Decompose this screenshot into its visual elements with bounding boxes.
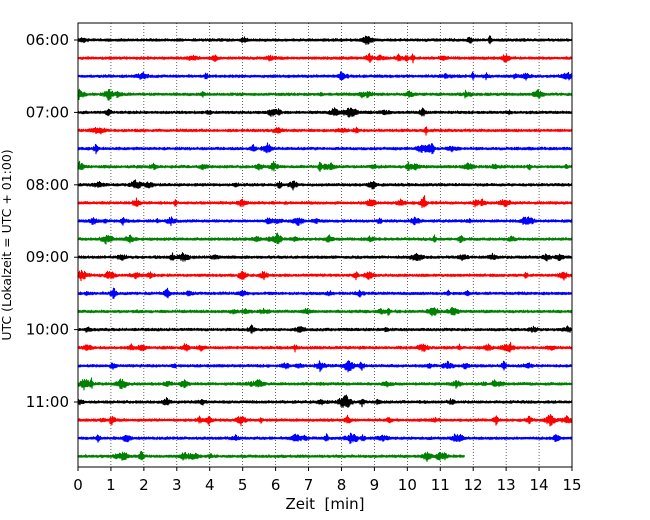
trace-1015 — [77, 341, 573, 353]
x-tick-label: 2 — [139, 476, 149, 494]
x-tick-label: 10 — [398, 476, 417, 494]
trace-0630 — [77, 71, 573, 81]
y-tick-label: 06:00 — [26, 31, 69, 49]
y-axis-ticks: 06:00 07:00 08:00 09:00 10:00 11:00 — [26, 31, 78, 411]
trace-0745 — [77, 160, 573, 173]
trace-1130 — [77, 432, 573, 445]
trace-1000 — [77, 324, 573, 334]
trace-0930 — [77, 287, 573, 299]
seismogram-traces — [77, 35, 573, 463]
y-tick-label: 08:00 — [26, 176, 69, 194]
x-tick-label: 1 — [106, 476, 116, 494]
x-tick-label: 6 — [271, 476, 281, 494]
plot-frame — [77, 22, 573, 468]
trace-0945 — [77, 307, 573, 317]
x-tick-label: 7 — [304, 476, 314, 494]
trace-1100 — [77, 394, 573, 408]
trace-1145 — [77, 450, 466, 463]
x-tick-label: 4 — [205, 476, 215, 494]
trace-0900 — [77, 252, 573, 262]
x-tick-label: 15 — [562, 476, 581, 494]
trace-0845 — [77, 232, 573, 245]
y-tick-label: 10:00 — [26, 321, 69, 339]
x-axis-title: Zeit [min] — [285, 495, 364, 513]
x-tick-label: 13 — [497, 476, 516, 494]
trace-1030 — [77, 360, 573, 373]
trace-0730 — [77, 142, 573, 155]
trace-0815 — [77, 195, 573, 209]
trace-0915 — [77, 269, 573, 282]
y-tick-label: 11:00 — [26, 393, 69, 411]
trace-0600 — [77, 35, 573, 45]
x-tick-label: 9 — [370, 476, 380, 494]
trace-1045 — [77, 377, 573, 391]
x-tick-label: 0 — [73, 476, 83, 494]
trace-0715 — [77, 126, 573, 136]
x-tick-label: 12 — [464, 476, 483, 494]
y-tick-label: 07:00 — [26, 103, 69, 121]
x-tick-label: 11 — [431, 476, 450, 494]
trace-0830 — [77, 216, 573, 227]
y-axis-title: UTC (Lokalzeit = UTC + 01:00) — [0, 149, 14, 340]
x-tick-label: 5 — [238, 476, 248, 494]
trace-0645 — [77, 88, 573, 101]
y-tick-label: 09:00 — [26, 248, 69, 266]
x-axis-ticks: 0 1 2 3 4 5 6 7 8 9 10 11 12 13 14 15 — [73, 467, 582, 494]
x-tick-label: 8 — [337, 476, 347, 494]
trace-0700 — [77, 107, 573, 118]
x-tick-label: 3 — [172, 476, 182, 494]
trace-0615 — [77, 52, 573, 64]
x-tick-label: 14 — [530, 476, 549, 494]
trace-0800 — [77, 179, 573, 191]
trace-1115 — [77, 413, 573, 427]
